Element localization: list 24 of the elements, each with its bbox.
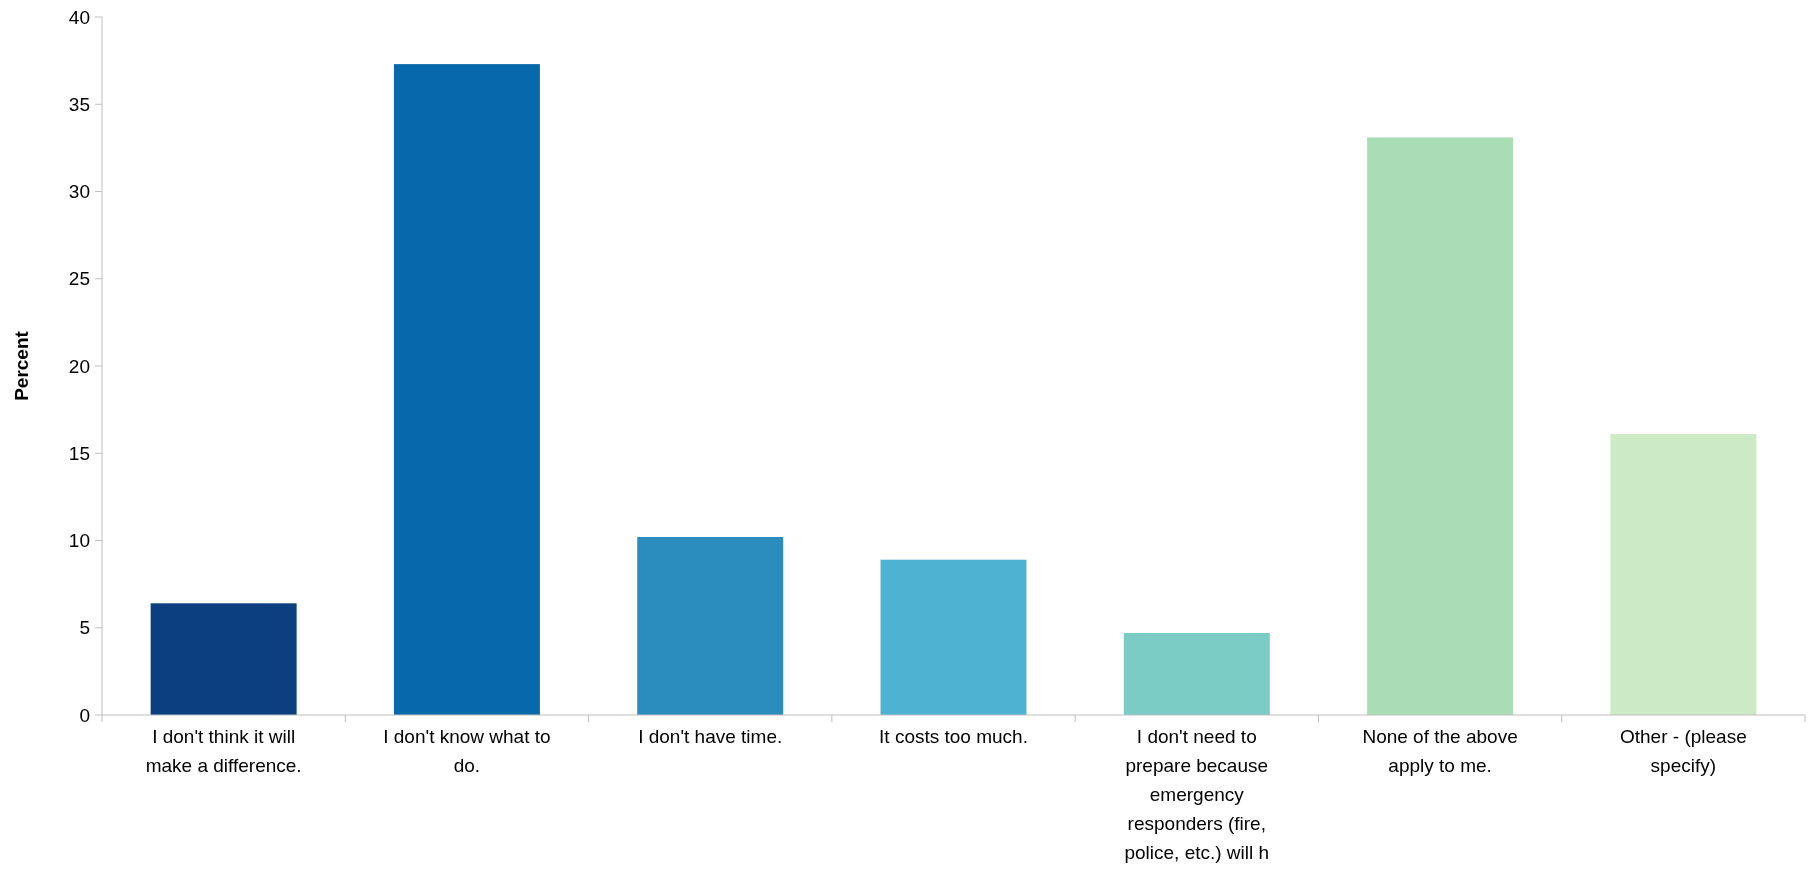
x-tick-label: I don't think it will make a difference. <box>145 726 302 776</box>
x-tick-label: Other - (please specify) <box>1619 726 1747 776</box>
bar <box>637 537 784 715</box>
y-tick-label: 0 <box>79 704 90 726</box>
y-tick-label: 20 <box>68 355 90 377</box>
x-tick-label: I don't need to prepare because emergency responders (fire, police, etc.) will h <box>1124 726 1270 863</box>
bar <box>880 559 1027 715</box>
x-tick-label: It costs too much. <box>879 726 1028 747</box>
y-tick-label: 30 <box>68 181 90 203</box>
bar <box>1367 137 1514 715</box>
bar <box>1123 632 1270 715</box>
x-tick-label: None of the above apply to me. <box>1362 726 1518 776</box>
bar <box>150 603 297 715</box>
x-tick-label: I don't know what to do. <box>383 726 551 776</box>
y-tick-label: 35 <box>68 93 90 115</box>
y-axis-title: Percent <box>11 330 32 401</box>
bar <box>1610 434 1757 715</box>
x-tick-label: I don't have time. <box>638 726 783 747</box>
y-tick-label: 40 <box>68 6 90 28</box>
y-tick-label: 5 <box>79 617 90 639</box>
y-tick-label: 25 <box>68 268 90 290</box>
y-tick-label: 15 <box>68 442 90 464</box>
y-tick-label: 10 <box>68 530 90 552</box>
bar <box>393 64 540 715</box>
